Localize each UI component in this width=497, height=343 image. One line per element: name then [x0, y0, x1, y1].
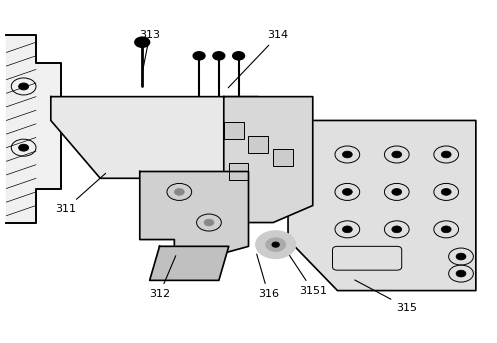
FancyBboxPatch shape — [273, 150, 293, 166]
Polygon shape — [140, 172, 248, 267]
Text: 313: 313 — [139, 31, 160, 70]
FancyBboxPatch shape — [229, 163, 248, 180]
Polygon shape — [51, 97, 308, 178]
Circle shape — [266, 238, 286, 251]
Text: 316: 316 — [256, 254, 279, 299]
Circle shape — [19, 83, 28, 90]
FancyBboxPatch shape — [248, 136, 268, 153]
Circle shape — [392, 226, 402, 233]
Circle shape — [441, 226, 451, 233]
Text: 311: 311 — [55, 173, 105, 214]
FancyBboxPatch shape — [332, 246, 402, 270]
Circle shape — [342, 226, 352, 233]
Polygon shape — [288, 120, 476, 291]
Circle shape — [256, 231, 295, 258]
Polygon shape — [6, 35, 61, 223]
Text: 3151: 3151 — [290, 256, 327, 296]
Circle shape — [213, 52, 225, 60]
Circle shape — [392, 151, 402, 158]
Circle shape — [441, 151, 451, 158]
Circle shape — [272, 242, 279, 247]
Circle shape — [174, 189, 184, 195]
Polygon shape — [150, 246, 229, 280]
Circle shape — [19, 144, 28, 151]
Text: 312: 312 — [149, 256, 176, 299]
Circle shape — [342, 189, 352, 195]
Circle shape — [193, 52, 205, 60]
Circle shape — [204, 219, 214, 226]
Circle shape — [392, 189, 402, 195]
Circle shape — [233, 52, 245, 60]
Circle shape — [456, 253, 466, 260]
Text: 314: 314 — [228, 31, 289, 88]
Circle shape — [456, 270, 466, 277]
Circle shape — [135, 37, 150, 47]
Text: 315: 315 — [355, 280, 417, 312]
Circle shape — [342, 151, 352, 158]
FancyBboxPatch shape — [224, 122, 244, 139]
Circle shape — [441, 189, 451, 195]
Polygon shape — [224, 97, 313, 223]
